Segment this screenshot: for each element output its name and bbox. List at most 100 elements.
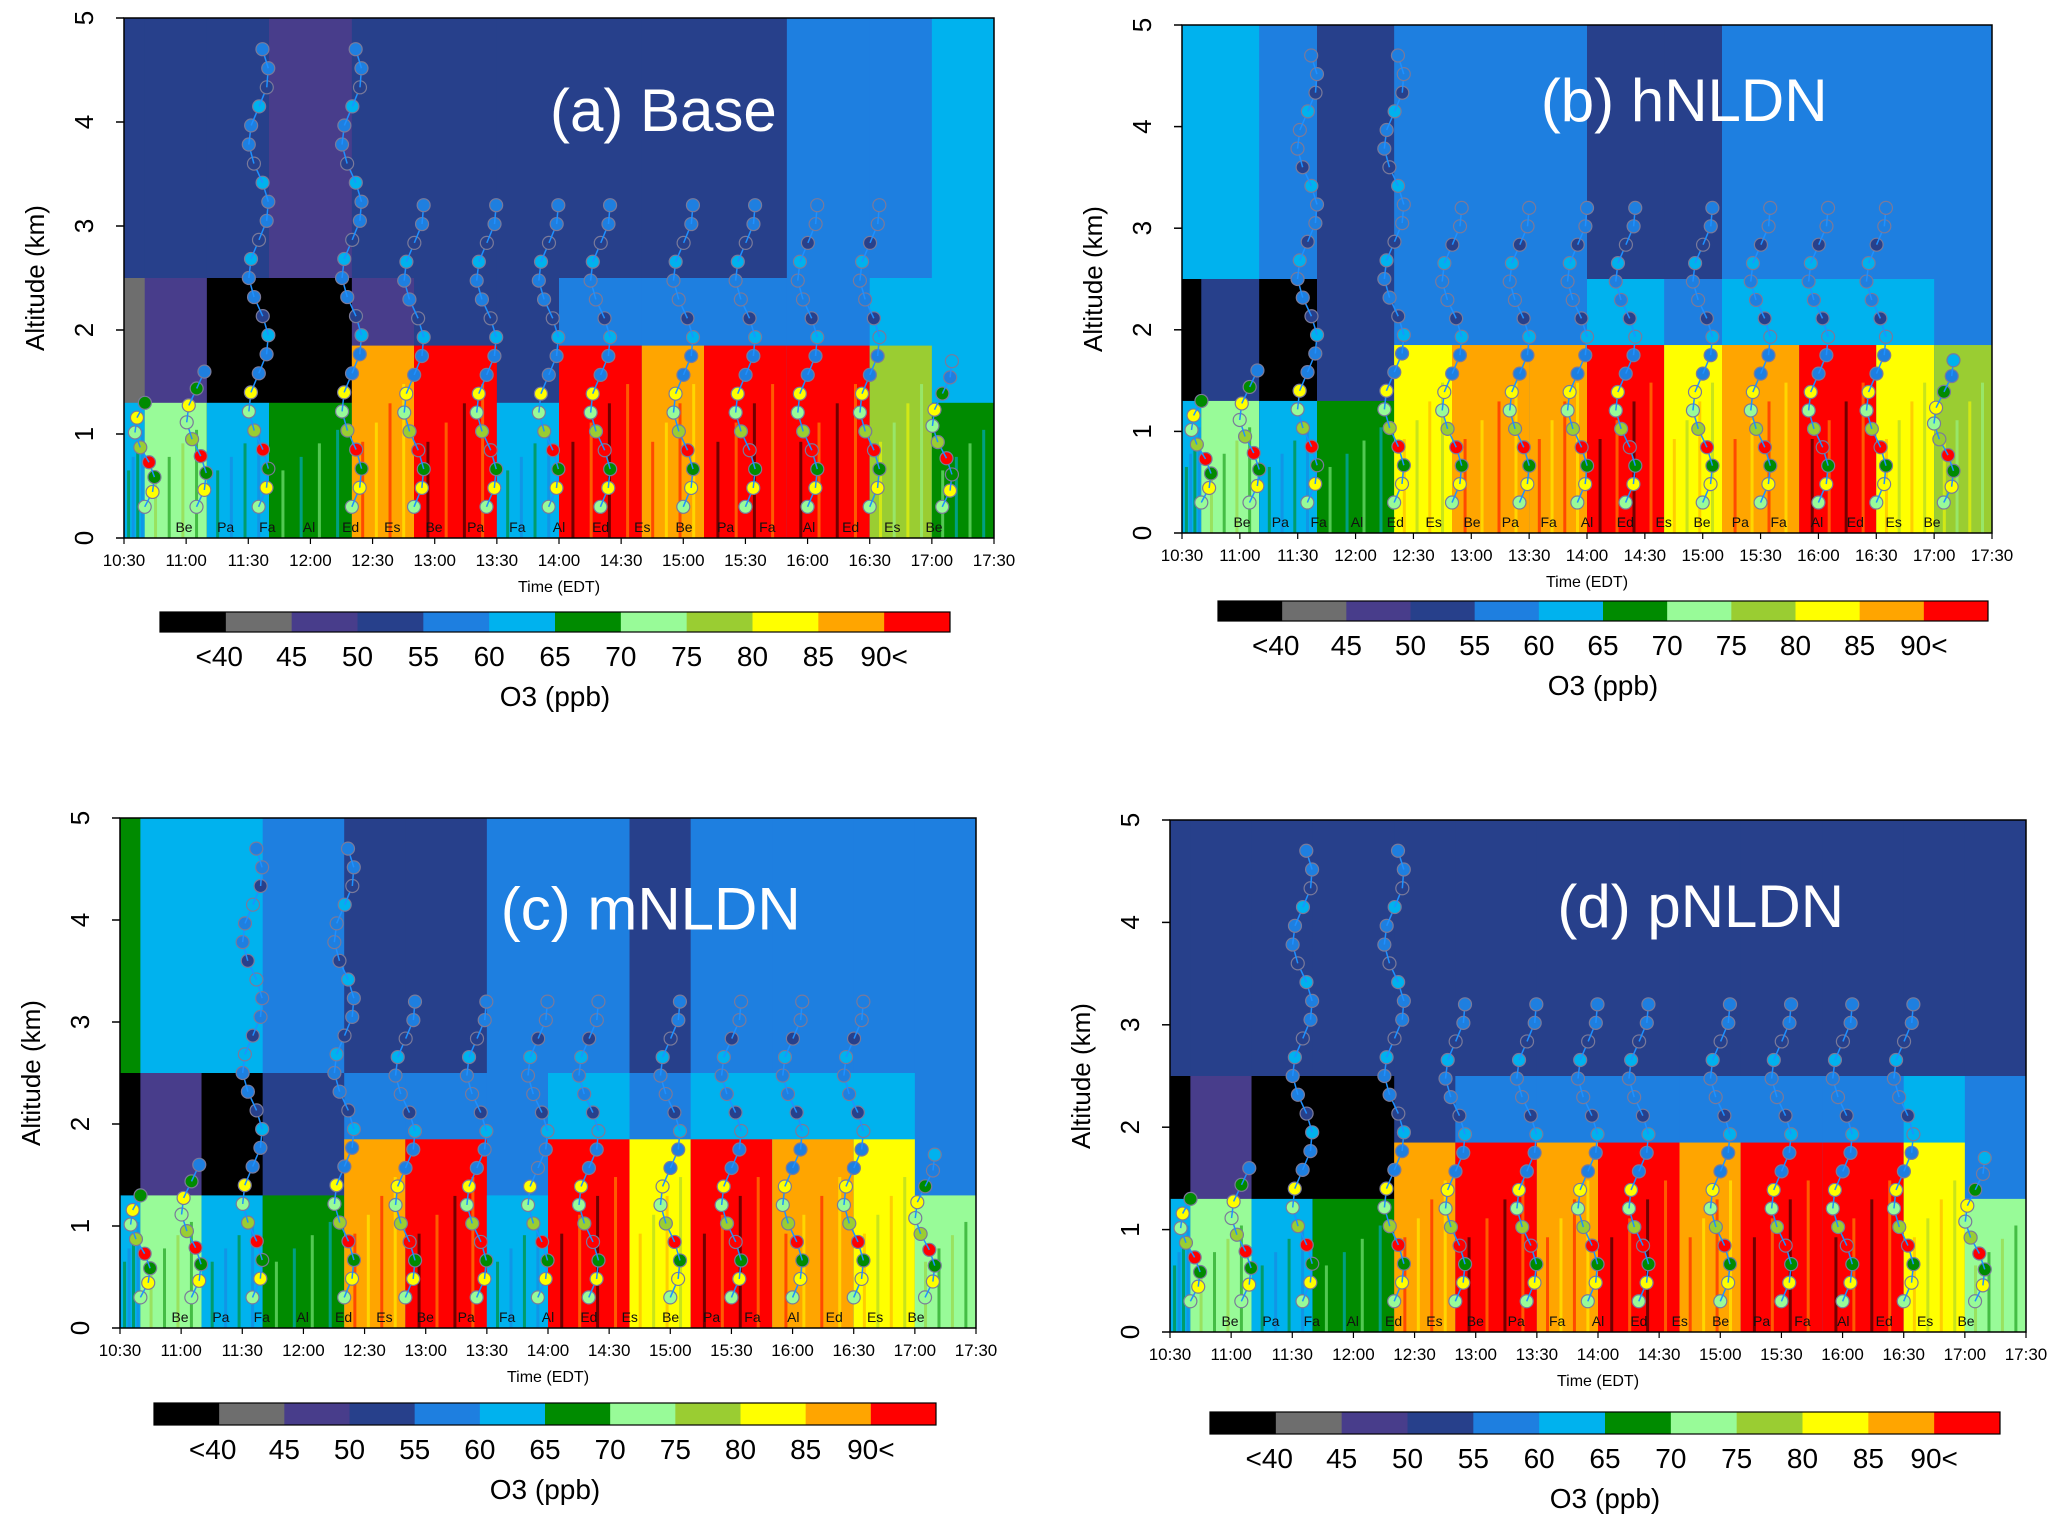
heat-cell-high (140, 818, 203, 1073)
heat-cell-high (704, 18, 788, 278)
colorbar-tick-label: 60 (474, 641, 505, 672)
colorbar-tick-label: 80 (725, 1434, 756, 1465)
x-tick-label: 15:00 (1699, 1345, 1742, 1364)
heat-cell-high (931, 18, 995, 278)
colorbar-swatch (620, 612, 688, 632)
colorbar-tick-label: 55 (399, 1434, 430, 1465)
heat-streak (1733, 439, 1737, 533)
heat-streak (1428, 401, 1432, 533)
flight-point (1845, 997, 1860, 1012)
heat-streak (1702, 1218, 1706, 1332)
site-label: Be (1233, 514, 1250, 530)
colorbar-swatch (1923, 601, 1989, 621)
colorbar-swatch (1539, 1412, 1606, 1434)
colorbar-tick-label: 50 (1392, 1443, 1423, 1474)
y-tick-label: 3 (1115, 1018, 1145, 1032)
x-tick-label: 14:00 (527, 1341, 570, 1360)
heat-streak (2000, 1238, 2004, 1332)
panel-title: (c) mNLDN (501, 876, 801, 943)
heat-cell-high (1903, 820, 1966, 1076)
colorbar-swatch (1795, 601, 1861, 621)
site-label: Fa (1770, 514, 1787, 530)
heat-streak (1572, 1199, 1576, 1332)
site-label: Es (1655, 514, 1671, 530)
heat-streak (519, 456, 523, 538)
heat-streak (533, 443, 537, 538)
x-tick-label: 11:00 (1211, 1345, 1252, 1364)
heat-cell-high (1190, 820, 1253, 1076)
heat-streak (1213, 1252, 1217, 1332)
heat-streak (638, 1233, 642, 1328)
heat-streak (496, 1261, 500, 1328)
heat-cell-high (1587, 25, 1665, 279)
flight-point (856, 994, 871, 1009)
heat-streak (1688, 1237, 1692, 1332)
x-tick-label: 13:30 (1516, 1345, 1559, 1364)
colorbar-swatch (752, 612, 819, 632)
x-tick-label: 16:00 (1797, 546, 1840, 565)
y-tick-label: 0 (1115, 1325, 1145, 1339)
heat-cell-high (1934, 25, 1993, 279)
heat-cell-high (351, 18, 415, 278)
site-label: Ed (580, 1309, 597, 1325)
colorbar-swatch (1538, 601, 1604, 621)
heat-streak (281, 470, 285, 538)
x-tick-label: 17:00 (1913, 546, 1956, 565)
heat-streak (835, 403, 839, 538)
site-label: Es (1426, 1313, 1442, 1329)
colorbar-tick-label: 45 (1331, 630, 1362, 661)
heat-streak (1274, 1252, 1278, 1332)
colorbar-swatch (1667, 601, 1732, 621)
flight-point (407, 994, 423, 1009)
heat-streak (127, 1248, 131, 1328)
heat-streak (336, 429, 340, 538)
x-tick-label: 12:30 (343, 1341, 386, 1360)
heat-streak (274, 1261, 278, 1328)
site-label: Al (1837, 1313, 1849, 1329)
site-label: Pa (1753, 1313, 1770, 1329)
heat-streak (1834, 1237, 1838, 1332)
heat-streak (1576, 382, 1580, 533)
heat-streak (1672, 439, 1676, 533)
heat-streak (665, 1195, 669, 1328)
colorbar-tick-label: 75 (671, 641, 702, 672)
heat-cell-high (1664, 25, 1723, 279)
heat-cell-high (690, 818, 773, 1073)
site-label: Fa (254, 1309, 271, 1325)
heat-streak (189, 1221, 193, 1328)
flight-point (810, 198, 825, 213)
x-tick-label: 10:30 (99, 1341, 142, 1360)
heat-streak (136, 1221, 140, 1328)
x-tick-label: 16:00 (786, 551, 829, 570)
heat-streak (889, 1195, 893, 1328)
colorbar-frame (153, 1402, 937, 1426)
flight-point (747, 198, 763, 213)
heat-streak (817, 422, 821, 538)
heat-cell-high (1170, 820, 1191, 1076)
site-label: Be (1923, 514, 1940, 530)
colorbar-tick-label: 70 (1655, 1443, 1686, 1474)
heat-streak (1182, 1238, 1186, 1332)
x-tick-label: 14:30 (588, 1341, 631, 1360)
flight-point (1878, 200, 1894, 215)
flight-point (337, 118, 352, 133)
colorbar-tick-label: 90< (1910, 1443, 1958, 1474)
heat-streak (435, 1214, 439, 1328)
x-tick-label: 13:00 (404, 1341, 447, 1360)
heat-cell-high (144, 18, 208, 278)
flight-point (1977, 1150, 1992, 1166)
heat-streak (1189, 453, 1193, 533)
colorbar-tick-label: 90< (847, 1434, 895, 1465)
flight-point (197, 364, 212, 379)
site-label: Ed (342, 519, 359, 535)
heat-streak (388, 403, 392, 538)
heat-streak (1306, 427, 1310, 533)
heat-streak (402, 384, 406, 538)
flight-point (602, 198, 618, 213)
x-tick-label: 10:30 (103, 551, 146, 570)
site-label: Pa (212, 1309, 229, 1325)
site-label: Be (1693, 514, 1710, 530)
heat-streak (954, 456, 958, 538)
x-tick-label: 17:30 (973, 551, 1016, 570)
heat-cell-high (486, 818, 549, 1073)
